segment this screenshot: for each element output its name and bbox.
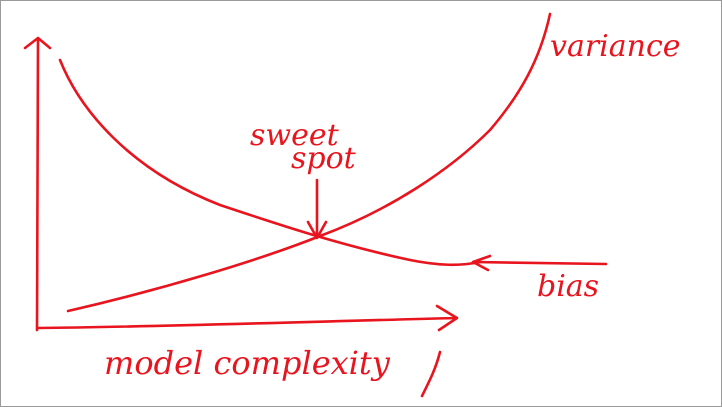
x-axis-label: model complexity: [104, 344, 391, 382]
y-axis-arrowhead: [23, 36, 52, 50]
bias-arrowhead: [471, 254, 492, 272]
bias-label: bias: [537, 269, 599, 304]
x-axis: [36, 316, 458, 330]
sweet-spot-label-line2: spot: [291, 141, 357, 176]
label-tail-stroke: [420, 350, 442, 398]
bias-arrow: [472, 260, 608, 266]
variance-curve: [66, 12, 552, 313]
y-axis: [35, 38, 40, 332]
sweet-spot-arrowhead: [306, 220, 328, 240]
x-axis-arrowhead: [435, 304, 459, 332]
bias-curve: [58, 58, 482, 267]
variance-label: variance: [550, 29, 681, 64]
sweet-spot-label-line1: sweet: [250, 118, 340, 153]
